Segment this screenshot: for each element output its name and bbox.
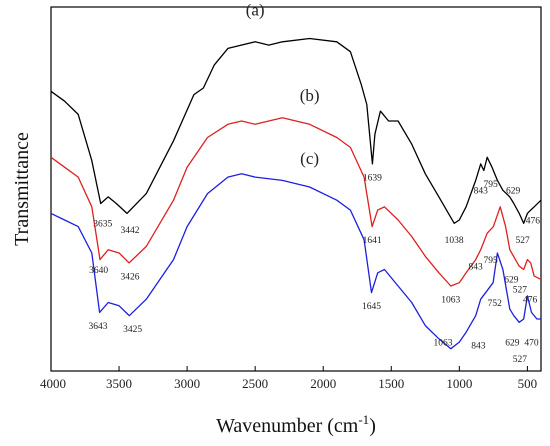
peak-label: 3635 (93, 220, 112, 230)
x-tick-label: 2500 (242, 376, 268, 391)
curve-labels: (a) (b) (c) (246, 0, 320, 168)
peak-annotations: 1639363534421038843795629527476164136403… (88, 173, 540, 365)
peak-label: 843 (474, 187, 489, 197)
x-axis-title-close: ) (369, 415, 376, 437)
peak-label: 629 (505, 338, 520, 348)
peak-label: 476 (526, 216, 541, 226)
peak-label: 1038 (445, 236, 464, 246)
curve-label: (b) (300, 86, 320, 105)
peak-label: 527 (513, 286, 528, 296)
x-axis-title-sup: -1 (358, 412, 369, 427)
curves (50, 37, 542, 350)
peak-label: 795 (484, 180, 499, 190)
x-axis-title: Wavenumber (cm-1) (216, 412, 376, 437)
peak-label: 629 (506, 187, 521, 197)
peak-label: 476 (523, 296, 538, 306)
x-tick-label: 3000 (174, 376, 200, 391)
peak-label: 470 (524, 338, 539, 348)
peak-label: 3442 (120, 226, 139, 236)
x-tick-label: 2000 (310, 376, 336, 391)
x-axis-ticks: 4000 3500 3000 2500 2000 1500 1000 500 (40, 366, 537, 391)
y-axis-title: Transmittance (11, 132, 33, 246)
peak-label: 843 (469, 263, 484, 273)
curve-label: (a) (246, 0, 265, 19)
series-line-2 (50, 117, 542, 287)
x-tick-label: 500 (518, 376, 538, 391)
peak-label: 1063 (434, 338, 453, 348)
peak-label: 527 (513, 355, 528, 365)
peak-label: 1639 (363, 173, 382, 183)
plot-frame (50, 6, 542, 372)
peak-label: 3425 (123, 325, 142, 335)
x-tick-label: 1500 (378, 376, 404, 391)
peak-label: 1641 (363, 236, 382, 246)
peak-label: 527 (516, 236, 531, 246)
peak-label: 3640 (89, 266, 108, 276)
peak-label: 752 (488, 299, 503, 309)
peak-label: 795 (484, 256, 499, 266)
peak-label: 1063 (441, 296, 460, 306)
peak-label: 629 (504, 276, 519, 286)
peak-label: 3643 (88, 322, 107, 332)
peak-label: 843 (471, 342, 486, 352)
x-axis-title-main: Wavenumber (cm (216, 415, 359, 437)
series-line-1 (50, 37, 542, 224)
x-tick-label: 1000 (446, 376, 472, 391)
x-tick-label: 4000 (40, 376, 66, 391)
x-tick-label: 3500 (106, 376, 132, 391)
series-line-3 (50, 173, 541, 350)
peak-label: 1645 (362, 302, 381, 312)
curve-label: (c) (300, 149, 319, 168)
peak-label: 3426 (120, 272, 139, 282)
